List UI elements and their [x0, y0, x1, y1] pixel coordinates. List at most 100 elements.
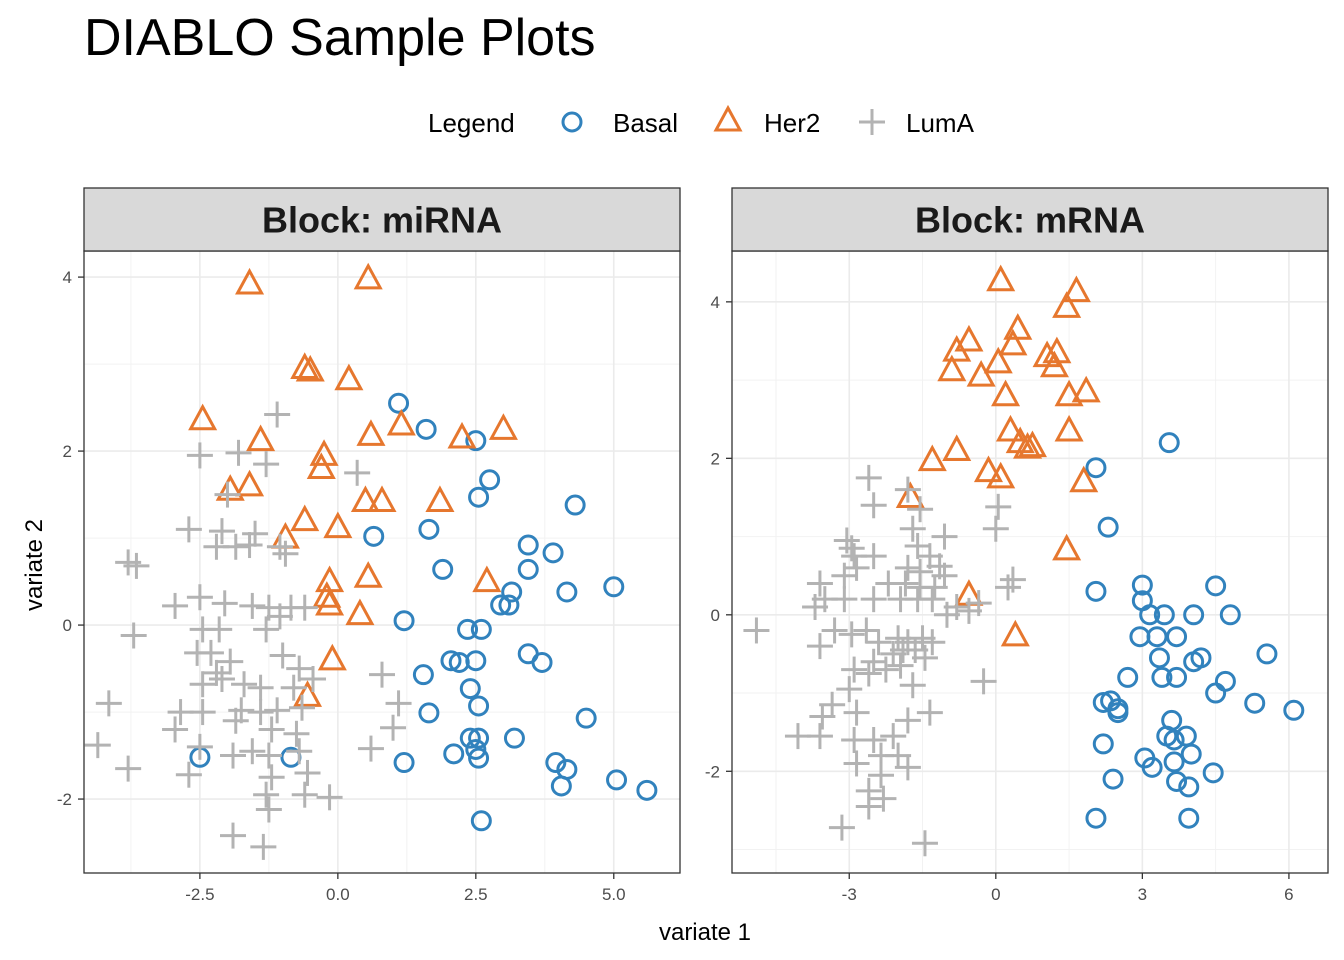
panel-1: -3 0 3 6 -2 0 2 4 Block: mRNA [705, 187, 1329, 904]
data-point-her2 [966, 360, 996, 387]
data-point-basal [517, 534, 539, 556]
data-point-luma [283, 720, 310, 747]
circle-icon [561, 111, 583, 133]
data-point-basal [545, 752, 567, 774]
data-point-luma [931, 562, 958, 589]
data-point-luma [250, 833, 277, 860]
data-point-luma [843, 750, 870, 777]
panel-background [84, 251, 680, 873]
data-point-luma [838, 621, 865, 648]
facet-strip-label: Block: mRNA [915, 200, 1145, 241]
data-point-her2 [1054, 414, 1084, 442]
data-point-luma [809, 703, 836, 730]
data-point-basal [1085, 807, 1107, 829]
data-point-luma [217, 648, 244, 675]
data-point-basal [468, 695, 490, 717]
data-point-luma [880, 723, 907, 750]
data-point-basal [1202, 762, 1224, 784]
data-point-luma [919, 629, 946, 656]
data-point-her2 [309, 439, 339, 466]
data-point-her2 [292, 680, 323, 707]
facet-strip [83, 187, 681, 252]
data-point-her2 [367, 485, 397, 513]
data-point-her2 [334, 363, 364, 391]
panel-background [732, 251, 1328, 873]
legend-entry-luma: LumA [859, 108, 975, 138]
data-point-her2 [425, 485, 455, 513]
data-point-basal [1205, 682, 1227, 704]
data-point-her2 [345, 598, 375, 626]
legend-label-her2: Her2 [764, 108, 820, 138]
data-point-basal [1178, 776, 1200, 798]
series-luma [84, 401, 412, 860]
data-point-luma [843, 699, 870, 726]
data-point-basal [1283, 699, 1305, 721]
data-point-basal [468, 486, 490, 508]
data-point-luma [247, 674, 274, 701]
data-point-luma [911, 830, 938, 857]
data-point-luma [369, 661, 395, 688]
data-point-luma [208, 518, 235, 545]
data-point-her2 [323, 511, 353, 539]
data-point-basal [393, 752, 415, 774]
data-point-basal [1102, 768, 1124, 790]
data-point-her2 [942, 434, 972, 462]
data-point-her2 [356, 419, 386, 446]
y-tick-label: -2 [57, 790, 72, 809]
data-point-luma [743, 617, 770, 644]
data-point-basal [490, 594, 512, 616]
data-point-luma [919, 586, 946, 613]
data-point-basal [1163, 751, 1185, 773]
data-point-luma [894, 554, 921, 581]
data-point-luma [162, 592, 189, 619]
data-point-basal [1139, 604, 1161, 626]
data-point-basal [1092, 691, 1114, 713]
data-point-luma [806, 633, 833, 660]
data-point-her2 [954, 324, 984, 352]
data-point-basal [1092, 733, 1114, 755]
data-point-basal [465, 738, 487, 760]
data-point-luma [872, 656, 899, 683]
y-tick-label: 4 [711, 293, 720, 312]
data-point-luma [865, 629, 892, 656]
data-point-luma [255, 742, 282, 769]
x-axis-title: variate 1 [659, 919, 751, 946]
data-point-her2 [386, 408, 416, 436]
x-tick-label: -2.5 [185, 885, 214, 904]
data-point-luma [258, 764, 285, 791]
data-point-basal [459, 727, 481, 749]
data-point-basal [388, 392, 410, 414]
data-point-luma [214, 481, 241, 508]
data-point-her2 [986, 461, 1016, 489]
data-point-luma [211, 590, 238, 617]
data-point-basal [457, 618, 479, 640]
data-point-her2 [1013, 432, 1043, 459]
data-point-basal [1146, 626, 1168, 648]
data-point-luma [228, 697, 255, 724]
data-point-basal [575, 707, 597, 729]
data-point-her2 [998, 328, 1028, 356]
data-point-luma [870, 785, 897, 812]
data-point-luma [784, 723, 811, 750]
data-point-basal [1180, 743, 1202, 765]
data-point-her2 [942, 335, 972, 362]
series-her2 [188, 262, 518, 707]
data-point-basal [459, 678, 481, 700]
data-point-basal [1151, 666, 1173, 688]
data-point-luma [84, 732, 111, 759]
data-point-luma [242, 520, 269, 547]
data-point-basal [479, 469, 501, 491]
panel-0: -2.5 0.0 2.5 5.0 -2 0 2 4 Block: miRNA [57, 187, 681, 904]
data-point-her2 [1061, 275, 1091, 303]
data-point-luma [222, 707, 249, 734]
data-point-luma [255, 796, 282, 823]
data-point-her2 [1039, 350, 1069, 378]
data-point-luma [294, 759, 321, 786]
data-point-her2 [488, 413, 518, 440]
legend-entry-basal: Basal [561, 108, 678, 138]
data-point-luma [357, 735, 384, 762]
data-point-luma [853, 617, 880, 644]
data-point-basal [606, 769, 628, 791]
legend-entry-her2: Her2 [713, 104, 820, 138]
